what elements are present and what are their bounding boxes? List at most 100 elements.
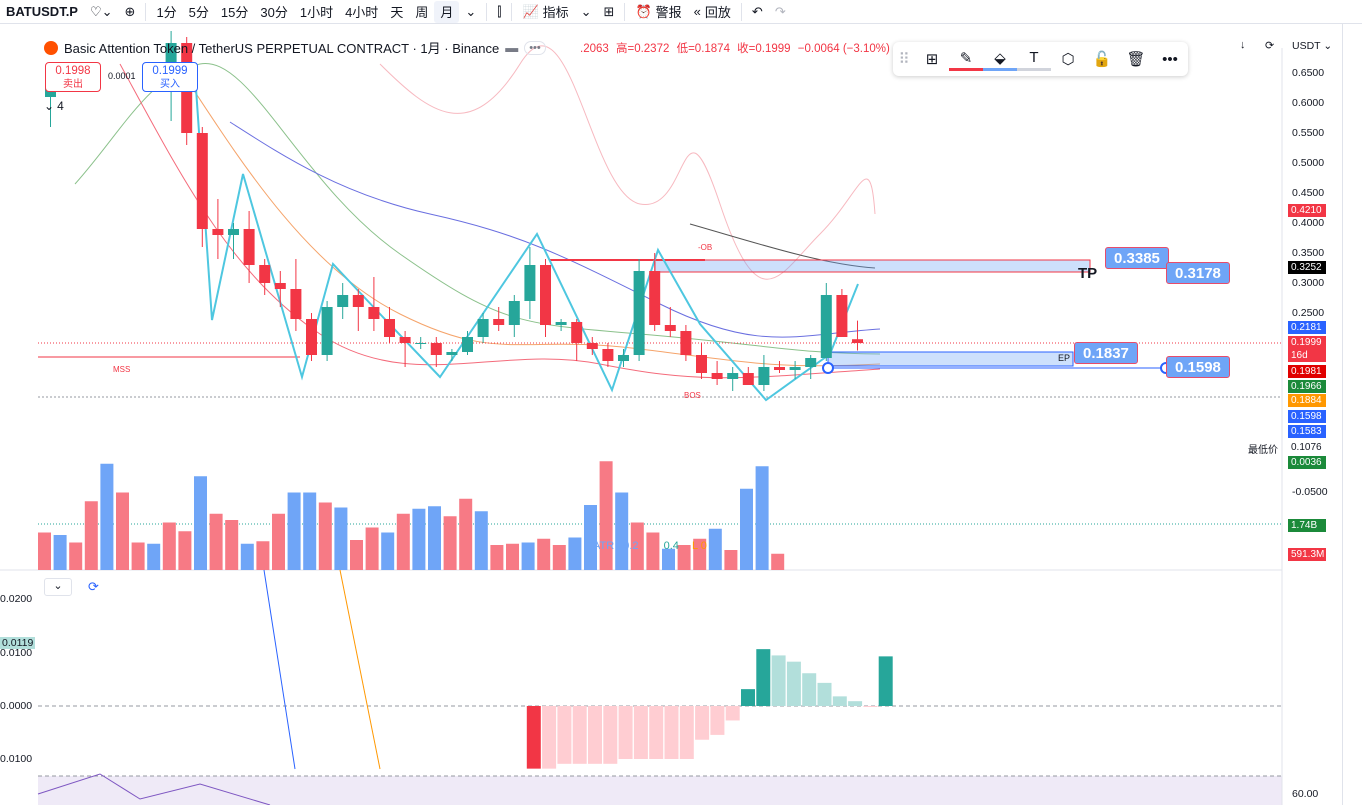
buy-button[interactable]: 0.1999 买入 [142,62,198,92]
chart-canvas[interactable] [0,24,1342,805]
indicator-collapse-toggle[interactable]: ⌄ 4 [44,97,74,115]
volume-bar [334,507,348,570]
macd-bar [756,649,771,706]
lock-icon[interactable]: 🔓 [1092,51,1112,68]
ep-low-label[interactable]: 0.1598 [1166,356,1230,378]
pane-collapse-button[interactable]: ⌄ [44,578,72,596]
settings-icon[interactable]: ⬡ [1061,51,1075,68]
candle-body [290,289,302,319]
macd-bar [710,706,725,735]
chart-legend: Basic Attention Token / TetherUS PERPETU… [44,38,546,57]
volume-bar [318,502,332,570]
volume-bar [615,492,629,570]
interval-1m[interactable]: 1分 [156,5,177,20]
interval-dropdown-icon[interactable]: ⌄ [465,3,477,19]
add-symbol-icon[interactable]: ⊕ [124,3,136,19]
template-icon[interactable]: ⊞ [925,51,939,68]
volume-bar [209,513,223,570]
tp-marker: TP [1078,265,1098,282]
macd-bar [679,706,694,759]
candle-body [602,349,614,361]
symbol-search[interactable]: BATUSDT.P [6,4,78,19]
macd-bar [863,706,878,707]
price-tag: 0.1598 [1288,410,1326,423]
more-icon[interactable]: ••• [524,40,546,55]
alarm-clock-icon: ⏰ [635,3,652,19]
flag-icon[interactable]: ▬ [505,40,519,55]
drag-handle-icon[interactable]: ⠿ [898,51,910,68]
redo-icon[interactable]: ↷ [774,3,786,19]
volume-bar [443,516,457,570]
rsi-line [37,773,271,805]
chevron-down-icon: ⌄ [44,99,55,113]
candle-body [649,271,661,325]
trash-icon[interactable]: 🗑 [1126,51,1146,68]
candle-body [196,133,208,229]
undo-icon[interactable]: ↶ [751,3,763,19]
divider [740,2,742,21]
interval-30m[interactable]: 30分 [260,5,288,20]
candle-body [789,367,801,370]
price-tick: 0.2500 [1292,307,1325,319]
macd-bar [542,706,557,769]
low-value: 低=0.1874 [676,43,730,55]
sell-label: 卖出 [63,79,83,90]
volume-bar [365,527,379,570]
volume-bar [599,461,613,570]
macd-bar [786,661,801,706]
indicators-button[interactable]: 📈 指标 [516,1,574,23]
sell-button[interactable]: 0.1998 卖出 [45,62,101,92]
indicators-dropdown-icon[interactable]: ⌄ [580,3,592,19]
price-tick: 0.4500 [1292,187,1325,199]
download-icon[interactable]: ↓ [1240,39,1246,51]
macd-bar [649,706,664,759]
layouts-icon[interactable]: ⊞ [603,3,615,19]
candle-body [727,373,739,379]
candle-body [508,301,520,325]
price-tick: 0.4000 [1292,217,1325,229]
volume-bar [646,532,660,570]
macd-bar [526,706,541,769]
candle-body [493,319,505,325]
interval-5m[interactable]: 5分 [188,5,209,20]
macd-bar [572,706,587,764]
interval-1d[interactable]: 天 [390,5,404,20]
text-icon[interactable]: T [1017,47,1051,71]
currency-selector[interactable]: USDT ⌄ [1292,40,1333,52]
tp-high-label[interactable]: 0.3385 [1105,247,1169,269]
volume-bar [677,545,691,570]
alert-button[interactable]: ⏰ 警报 [629,1,687,23]
heart-icon[interactable]: ♡⌄ [89,3,113,19]
price-tag: 0.2181 [1288,321,1326,334]
right-sidebar [1342,24,1362,805]
volume-bar [459,498,473,570]
sell-price: 0.1998 [55,65,91,77]
interval-1w[interactable]: 周 [415,5,429,20]
fill-icon[interactable]: ⬙ [983,47,1017,71]
volume-bar [771,553,785,570]
price-tag: 0.1981 [1288,365,1326,378]
signal-line [339,569,381,770]
tp-low-label[interactable]: 0.3178 [1166,262,1230,284]
refresh-indicator-icon[interactable]: ⟳ [88,579,99,594]
interval-1h[interactable]: 1小时 [299,5,334,20]
replay-button[interactable]: « 回放 [688,1,737,23]
more-options-icon[interactable]: ••• [1162,50,1178,68]
candle-body [742,373,754,385]
ep-high-label[interactable]: 0.1837 [1074,342,1138,364]
price-tag: 0.4210 [1288,204,1326,217]
pencil-icon[interactable]: ✎ [949,47,983,71]
volume-bar [178,531,192,570]
drawing-toolbar: ⠿ ⊞ ✎ ⬙ T ⬡ 🔓 🗑 ••• [893,42,1188,76]
macd-bar [588,706,602,764]
vol-legend-d: L 0 [691,540,707,552]
interval-4h[interactable]: 4小时 [345,5,379,20]
candle-body [540,265,551,325]
price-tick: 0.5000 [1292,157,1325,169]
refresh-icon[interactable]: ⟳ [1265,40,1275,52]
chart-type-icon[interactable]: ⫿ [497,3,502,19]
volume-bar [147,543,161,570]
interval-15m[interactable]: 15分 [220,5,249,20]
interval-1mo[interactable]: 月 [434,0,460,23]
macd-bar [832,696,847,706]
